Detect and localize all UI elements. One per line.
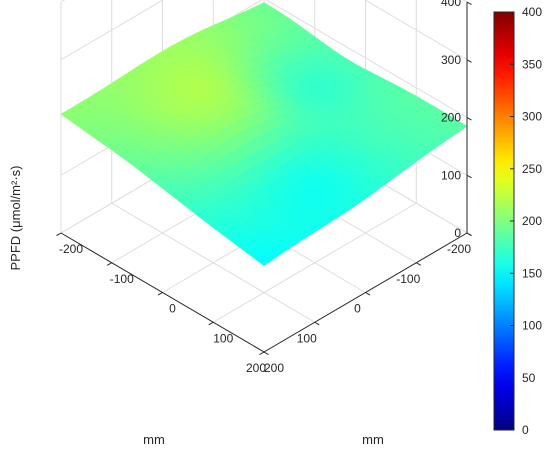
y-tick-label-4: 200 xyxy=(264,361,284,375)
ppfd-surface xyxy=(60,2,468,266)
colorbar-tick-label-7: 350 xyxy=(522,57,542,71)
y-axis-label: mm xyxy=(362,432,384,447)
z-tick-label-0: 0 xyxy=(454,226,461,240)
colorbar-tick-label-5: 250 xyxy=(522,162,542,176)
colorbar-tick-label-3: 150 xyxy=(522,266,542,280)
x-axis-label: mm xyxy=(143,432,165,447)
z-tick-mark xyxy=(466,59,472,63)
colorbar-tick-label-6: 300 xyxy=(522,110,542,124)
z-tick-mark xyxy=(466,1,472,6)
z-tick-label-3: 300 xyxy=(441,53,461,67)
colorbar-tick-label-2: 100 xyxy=(522,319,542,333)
y-tick-mark xyxy=(259,351,265,356)
x-tick-mark xyxy=(263,351,269,356)
x-tick-label-4: 200 xyxy=(246,361,266,375)
y-tick-mark xyxy=(208,321,214,326)
y-tick-label-2: 0 xyxy=(169,302,176,316)
z-tick-mark xyxy=(466,232,472,237)
y-tick-mark xyxy=(157,292,163,296)
y-tick-label-1: -100 xyxy=(110,272,134,286)
x-tick-label-2: 0 xyxy=(354,302,361,316)
colorbar: 0 50 100 150 200 250 300 350 400 xyxy=(493,5,542,437)
y-tick-label-3: 100 xyxy=(213,331,233,345)
colorbar-tick-label-4: 200 xyxy=(522,214,542,228)
z-tick-label-1: 100 xyxy=(441,168,461,182)
colorbar-tick-label-0: 0 xyxy=(522,423,529,437)
surface-patch-23-23 xyxy=(254,253,274,266)
y-tick-label-0: -200 xyxy=(59,242,83,256)
y-tick-mark xyxy=(56,232,62,237)
axes: -200 -100 0 100 200 -200 -100 0 100 200 0 100 200 300… xyxy=(56,0,472,375)
x-tick-mark xyxy=(415,262,422,266)
z-axis-label: PPFD (μmol/m²·s) xyxy=(8,166,23,271)
colorbar-tick-label-1: 50 xyxy=(522,371,536,385)
x-tick-mark xyxy=(314,321,320,326)
x-tick-mark xyxy=(365,292,371,296)
z-tick-label-4: 400 xyxy=(441,0,461,9)
x-tick-label-0: -200 xyxy=(447,242,471,256)
z-tick-label-2: 200 xyxy=(441,111,461,125)
x-tick-label-3: 100 xyxy=(297,331,317,345)
y-tick-mark xyxy=(106,262,113,266)
z-tick-mark xyxy=(466,117,472,121)
x-tick-label-1: -100 xyxy=(396,272,420,286)
colorbar-tick-label-8: 400 xyxy=(522,5,542,19)
z-tick-mark xyxy=(466,174,472,179)
